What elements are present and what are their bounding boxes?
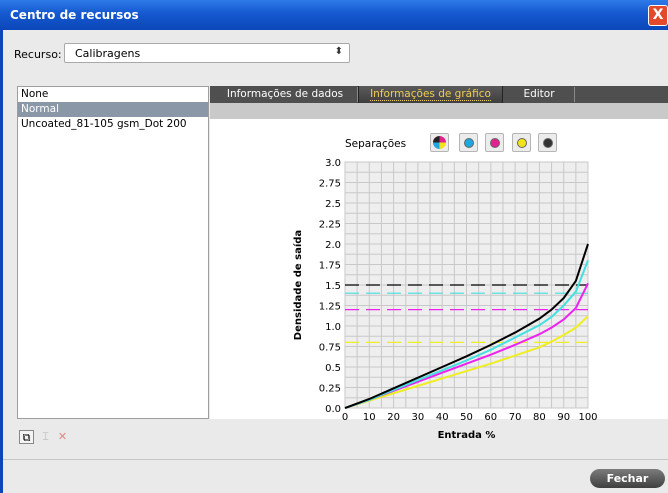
- black-dot-icon: [543, 138, 553, 148]
- resource-select-value: Calibragens: [75, 47, 141, 60]
- chart-panel: [210, 119, 668, 419]
- tab-sub-bar: [210, 103, 668, 119]
- tab-editor[interactable]: Editor: [504, 86, 574, 103]
- window-title: Centro de recursos: [10, 8, 139, 22]
- cmyk-wheel-icon: [433, 136, 446, 149]
- delete-icon[interactable]: ✕: [57, 430, 68, 443]
- window-frame-left: [0, 30, 3, 493]
- cyan-dot-icon: [464, 138, 474, 148]
- tab-chart-info[interactable]: Informações de gráfico: [358, 86, 503, 103]
- tab-label: Informações de dados: [226, 88, 344, 100]
- list-item[interactable]: Normal: [18, 102, 208, 117]
- magenta-dot-icon: [490, 138, 500, 148]
- tab-divider: [574, 87, 575, 102]
- footer-divider: [3, 459, 668, 460]
- import-icon[interactable]: ⌶: [42, 430, 49, 443]
- separation-black-button[interactable]: [538, 133, 557, 152]
- tab-label: Informações de gráfico: [370, 88, 491, 101]
- close-dialog-button[interactable]: Fechar: [590, 469, 665, 488]
- select-arrows-icon: ⬍: [334, 46, 343, 57]
- separations-label: Separações: [345, 138, 407, 150]
- close-button[interactable]: X: [648, 5, 668, 26]
- title-bar: Centro de recursos X: [0, 0, 668, 30]
- resource-label: Recurso:: [14, 48, 62, 61]
- yellow-dot-icon: [517, 138, 527, 148]
- tab-label: Editor: [523, 88, 555, 100]
- separation-cyan-button[interactable]: [459, 133, 478, 152]
- resource-select[interactable]: Calibragens ⬍: [64, 43, 350, 63]
- tab-data-info[interactable]: Informações de dados: [215, 86, 355, 103]
- separation-yellow-button[interactable]: [512, 133, 531, 152]
- separation-all-button[interactable]: [430, 133, 449, 152]
- list-item[interactable]: None: [21, 88, 49, 100]
- tab-divider: [357, 87, 358, 102]
- duplicate-icon[interactable]: ⧉: [19, 430, 34, 444]
- calibration-list[interactable]: None Normal Uncoated_81-105 gsm_Dot 200: [17, 86, 209, 419]
- list-item[interactable]: Uncoated_81-105 gsm_Dot 200: [21, 118, 187, 130]
- separation-magenta-button[interactable]: [485, 133, 504, 152]
